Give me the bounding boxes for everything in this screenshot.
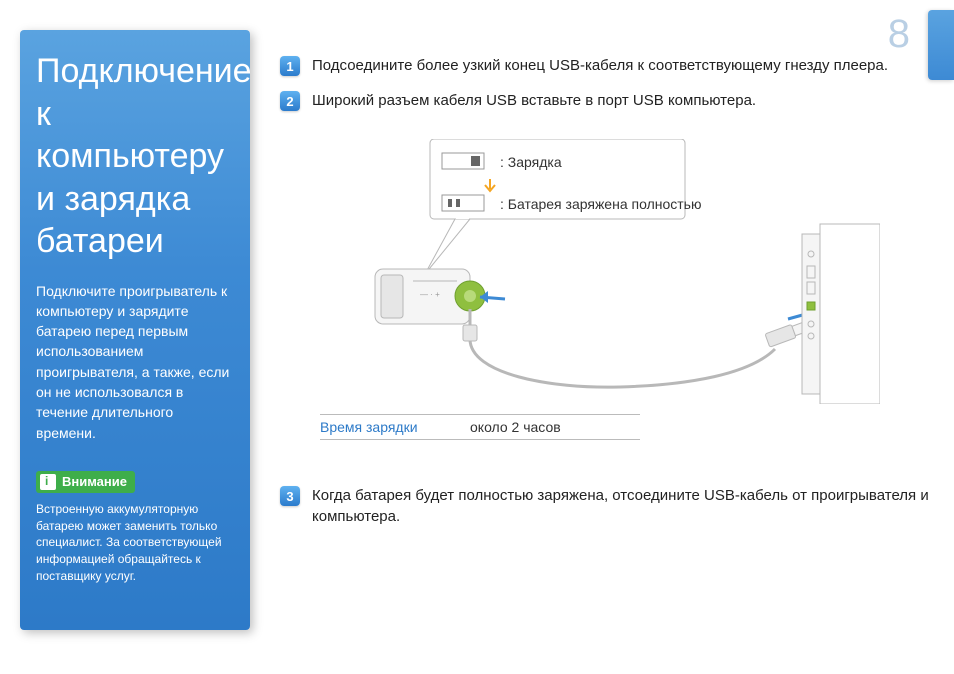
svg-text:— · +: — · + xyxy=(420,290,440,299)
info-icon xyxy=(40,474,56,490)
step-badge-2: 2 xyxy=(280,91,300,111)
step-badge-1: 1 xyxy=(280,56,300,76)
notice-label: Внимание xyxy=(62,474,127,489)
step-3: 3 Когда батарея будет полностью заряжена… xyxy=(280,485,930,527)
sidebar: Подключение к компьютеру и зарядка батар… xyxy=(20,30,250,630)
step-badge-3: 3 xyxy=(280,486,300,506)
charging-table: Время зарядки около 2 часов xyxy=(320,414,930,440)
step-text-1: Подсоедините более узкий конец USB-кабел… xyxy=(312,55,888,76)
main-content: 1 Подсоедините более узкий конец USB-каб… xyxy=(280,55,930,541)
sidebar-description: Подключите проигрыватель к компьютеру и … xyxy=(36,281,234,443)
page-number: 8 xyxy=(888,12,910,57)
step-text-3: Когда батарея будет полностью заряжена, … xyxy=(312,485,930,527)
side-tab xyxy=(928,10,954,80)
charging-time-label: Время зарядки xyxy=(320,419,470,435)
step-text-2: Широкий разъем кабеля USB вставьте в пор… xyxy=(312,90,756,111)
notice-badge: Внимание xyxy=(36,471,135,493)
callout-charging: : Зарядка xyxy=(500,154,562,170)
step-2: 2 Широкий разъем кабеля USB вставьте в п… xyxy=(280,90,930,111)
page-title: Подключение к компьютеру и зарядка батар… xyxy=(36,50,234,263)
step-1: 1 Подсоедините более узкий конец USB-каб… xyxy=(280,55,930,76)
notice-text: Встроенную аккумуляторную батарею может … xyxy=(36,501,234,585)
connection-diagram: — · + xyxy=(320,139,880,404)
callout-full: : Батарея заряжена полностью xyxy=(500,196,701,212)
charging-time-value: около 2 часов xyxy=(470,419,561,435)
